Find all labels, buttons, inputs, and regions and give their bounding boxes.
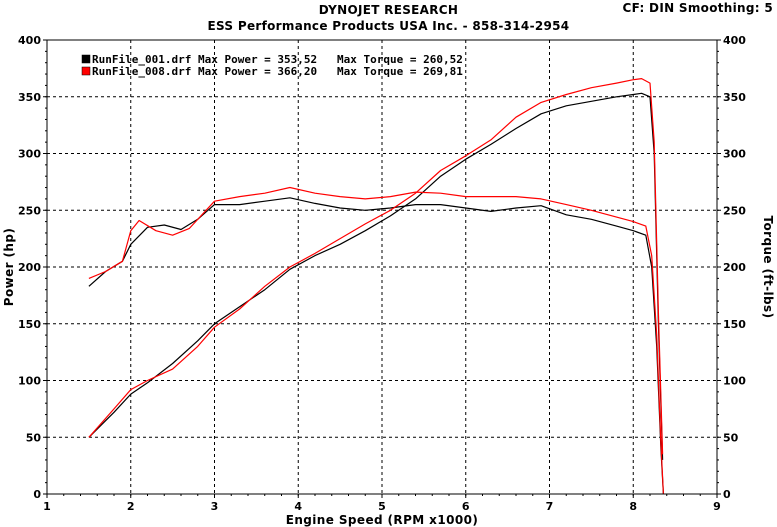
series-2-power-line: [88, 77, 664, 455]
legend-swatch: [81, 66, 91, 76]
series-1-torque-line: [88, 197, 664, 495]
y-tick-label-left: 0: [33, 488, 41, 501]
correction-settings: CF: DIN Smoothing: 5: [622, 1, 773, 15]
plot-frame: [46, 39, 718, 495]
x-tick-label: 5: [378, 500, 386, 513]
x-tick-label: 7: [546, 500, 554, 513]
y-tick-label-right: 400: [723, 34, 746, 47]
x-tick-label: 4: [294, 500, 302, 513]
chart-subtitle: ESS Performance Products USA Inc. - 858-…: [207, 19, 570, 33]
data-series: [88, 77, 664, 495]
series-2-torque-line: [88, 186, 664, 495]
y-tick-label-left: 50: [26, 431, 42, 444]
y-tick-label-right: 100: [723, 375, 746, 388]
y-tick-label-left: 250: [18, 204, 41, 217]
y-tick-label-left: 150: [18, 318, 41, 331]
y-axis-label-right: Torque (ft-lbs): [761, 216, 775, 319]
y-tick-label-left: 350: [18, 91, 41, 104]
legend-swatch: [81, 54, 91, 64]
y-tick-label-right: 50: [723, 431, 739, 444]
x-axis-label: Engine Speed (RPM x1000): [286, 513, 478, 527]
y-tick-label-left: 200: [18, 261, 41, 274]
chart-title: DYNOJET RESEARCH: [318, 3, 459, 17]
y-tick-label-left: 300: [18, 148, 41, 161]
legend-entry: RunFile_008.drf Max Power = 366,20 Max T…: [92, 65, 463, 78]
y-tick-label-right: 250: [723, 204, 746, 217]
legend-entry: RunFile_001.drf Max Power = 353,52 Max T…: [92, 53, 463, 66]
series-1-power-line: [88, 92, 664, 460]
grid-lines: [43, 39, 721, 498]
y-tick-label-right: 200: [723, 261, 746, 274]
x-tick-label: 6: [462, 500, 470, 513]
y-tick-label-right: 300: [723, 148, 746, 161]
y-tick-label-right: 350: [723, 91, 746, 104]
y-tick-label-right: 0: [723, 488, 731, 501]
x-tick-label: 9: [713, 500, 721, 513]
legend: RunFile_001.drf Max Power = 353,52 Max T…: [81, 53, 463, 78]
y-tick-label-left: 400: [18, 34, 41, 47]
x-tick-label: 2: [127, 500, 135, 513]
y-axis-label-left: Power (hp): [2, 228, 16, 306]
x-tick-label: 8: [629, 500, 637, 513]
x-tick-label: 1: [43, 500, 51, 513]
y-tick-label-left: 100: [18, 375, 41, 388]
x-tick-label: 3: [211, 500, 219, 513]
y-tick-label-right: 150: [723, 318, 746, 331]
